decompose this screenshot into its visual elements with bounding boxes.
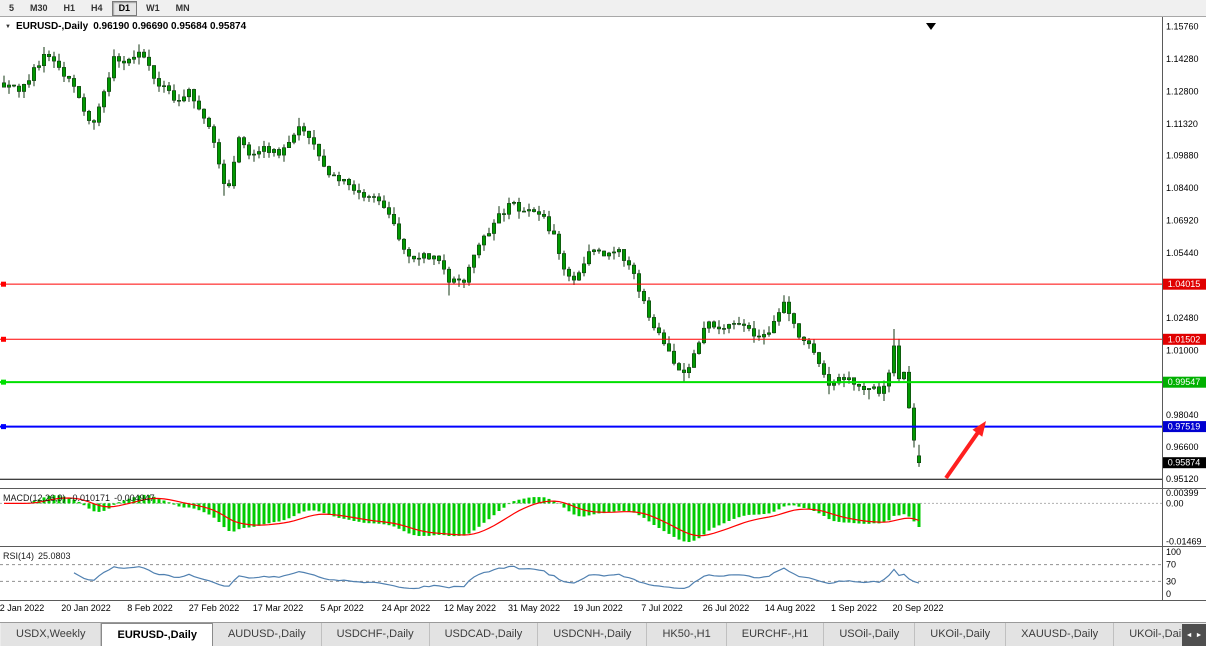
svg-text:2 Jan 2022: 2 Jan 2022: [0, 603, 44, 613]
svg-text:1.08400: 1.08400: [1166, 183, 1199, 193]
svg-text:1.06920: 1.06920: [1166, 216, 1199, 226]
time-axis[interactable]: 2 Jan 2022 20 Jan 2022 8 Feb 2022 27 Feb 20…: [0, 603, 944, 613]
svg-text:20 Jan 2022: 20 Jan 2022: [61, 603, 111, 613]
chart-tabs: USDX,Weekly EURUSD-,Daily AUDUSD-,Daily USD…: [1, 623, 1182, 646]
symbol-dropdown-icon[interactable]: ▼: [5, 24, 11, 30]
svg-text:-0.01469: -0.01469: [1166, 537, 1202, 547]
svg-text:1 Sep 2022: 1 Sep 2022: [831, 603, 877, 613]
price-chart: 1.15760 1.14280 1.12800 1.11320 1.09880 1.084…: [0, 17, 1206, 613]
rsi-label: RSI(14) 25.0803: [3, 551, 71, 561]
chart-tab-eurusd-daily[interactable]: EURUSD-,Daily: [101, 623, 213, 646]
svg-text:0.98040: 0.98040: [1166, 410, 1199, 420]
chart-tab-usdcnh-daily[interactable]: USDCNH-,Daily: [538, 623, 648, 646]
price-badge: [1163, 457, 1206, 469]
svg-text:1.04015: 1.04015: [1168, 279, 1201, 289]
svg-text:17 Mar 2022: 17 Mar 2022: [253, 603, 304, 613]
timeframe-button-h1[interactable]: H1: [63, 2, 76, 13]
chart-window: ▼ EURUSD-,Daily 0.96190 0.96690 0.95684 …: [0, 17, 1206, 622]
chart-tab-eurchf-h1[interactable]: EURCHF-,H1: [726, 623, 825, 646]
rsi-value: 25.0803: [38, 551, 71, 561]
svg-text:12 May 2022: 12 May 2022: [444, 603, 496, 613]
price-badge: [1163, 333, 1206, 345]
trend-arrow-head[interactable]: [972, 421, 987, 437]
macd-name: MACD(12,26,9): [3, 493, 66, 503]
macd-value-signal: -0.004947: [114, 493, 155, 503]
chart-tab-audusd-daily[interactable]: AUDUSD-,Daily: [212, 623, 322, 646]
timeframe-button-m30[interactable]: M30: [30, 2, 48, 13]
chart-title-bar: ▼ EURUSD-,Daily 0.96190 0.96690 0.95684 …: [5, 21, 246, 32]
svg-text:1.01502: 1.01502: [1168, 334, 1201, 344]
svg-text:5 Apr 2022: 5 Apr 2022: [320, 603, 364, 613]
svg-text:0.00399: 0.00399: [1166, 488, 1199, 498]
chart-symbol-title: EURUSD-,Daily: [15, 21, 89, 32]
svg-text:8 Feb 2022: 8 Feb 2022: [127, 603, 173, 613]
tab-scroll-buttons[interactable]: ◄ ►: [1182, 624, 1206, 646]
timeframe-button-w1[interactable]: W1: [146, 2, 160, 13]
svg-text:0.95874: 0.95874: [1168, 458, 1201, 468]
chart-tab-usdchf-daily[interactable]: USDCHF-,Daily: [321, 623, 430, 646]
timeframe-button-h4[interactable]: H4: [91, 2, 103, 13]
svg-text:19 Jun 2022: 19 Jun 2022: [573, 603, 623, 613]
chart-tab-ukoil-daily[interactable]: UKOil-,Daily: [1114, 623, 1182, 646]
svg-text:30: 30: [1166, 576, 1176, 586]
svg-text:14 Aug 2022: 14 Aug 2022: [765, 603, 816, 613]
svg-text:70: 70: [1166, 560, 1176, 570]
svg-text:0: 0: [1166, 589, 1171, 599]
svg-text:0.00: 0.00: [1166, 498, 1184, 508]
svg-text:1.01000: 1.01000: [1166, 345, 1199, 355]
svg-text:0.97519: 0.97519: [1168, 422, 1201, 432]
chart-tab-ukoil-daily[interactable]: UKOil-,Daily: [915, 623, 1007, 646]
timeframe-toolbar: 5 M30 H1 H4 D1 W1 MN: [0, 0, 1206, 17]
rsi-name: RSI(14): [3, 551, 35, 561]
chart-tab-usoil-daily[interactable]: USOil-,Daily: [824, 623, 916, 646]
svg-text:0.96600: 0.96600: [1166, 442, 1199, 452]
chart-tab-usdx-weekly[interactable]: USDX,Weekly: [1, 623, 102, 646]
svg-text:0.99547: 0.99547: [1168, 377, 1201, 387]
macd-signal-line: [4, 497, 920, 537]
svg-text:20 Sep 2022: 20 Sep 2022: [892, 603, 943, 613]
macd-label: MACD(12,26,9) -0.010171 -0.004947: [3, 493, 155, 503]
svg-text:1.05440: 1.05440: [1166, 248, 1199, 258]
svg-text:7 Jul 2022: 7 Jul 2022: [641, 603, 683, 613]
price-badge: [1163, 376, 1206, 388]
chart-tabbar: USDX,Weekly EURUSD-,Daily AUDUSD-,Daily USD…: [0, 622, 1206, 646]
chart-tab-xauusd-daily[interactable]: XAUUSD-,Daily: [1006, 623, 1115, 646]
svg-text:1.14280: 1.14280: [1166, 54, 1199, 64]
svg-text:1.11320: 1.11320: [1166, 119, 1198, 129]
svg-text:1.12800: 1.12800: [1166, 87, 1199, 97]
chart-tab-hk50-h1[interactable]: HK50-,H1: [647, 623, 727, 646]
trend-arrow[interactable]: [944, 429, 981, 480]
svg-text:24 Apr 2022: 24 Apr 2022: [382, 603, 431, 613]
macd-value-main: -0.010171: [69, 493, 111, 503]
timeframe-button-d1[interactable]: D1: [111, 0, 138, 16]
timeframe-button-mn[interactable]: MN: [175, 2, 190, 13]
price-axis[interactable]: 1.15760 1.14280 1.12800 1.11320 1.09880 1.084…: [1166, 22, 1199, 485]
svg-text:27 Feb 2022: 27 Feb 2022: [189, 603, 240, 613]
svg-text:26 Jul 2022: 26 Jul 2022: [703, 603, 750, 613]
svg-text:31 May 2022: 31 May 2022: [508, 603, 560, 613]
svg-text:100: 100: [1166, 547, 1181, 557]
rsi-line: [73, 565, 920, 590]
tab-scroll-right-icon[interactable]: ►: [1195, 631, 1203, 639]
chart-shift-marker-icon[interactable]: [926, 23, 936, 30]
svg-text:0.95120: 0.95120: [1166, 474, 1199, 484]
svg-text:1.09880: 1.09880: [1166, 151, 1199, 161]
tab-scroll-left-icon[interactable]: ◄: [1185, 631, 1193, 639]
candlestick-series: [1, 44, 921, 467]
price-badge: [1163, 421, 1206, 433]
chart-tab-usdcad-daily[interactable]: USDCAD-,Daily: [429, 623, 539, 646]
svg-text:1.15760: 1.15760: [1166, 22, 1199, 32]
price-badge: [1163, 278, 1206, 290]
timeframe-button-5[interactable]: 5: [9, 2, 15, 13]
chart-ohlc-values: 0.96190 0.96690 0.95684 0.95874: [93, 21, 247, 32]
svg-text:1.02480: 1.02480: [1166, 313, 1199, 323]
